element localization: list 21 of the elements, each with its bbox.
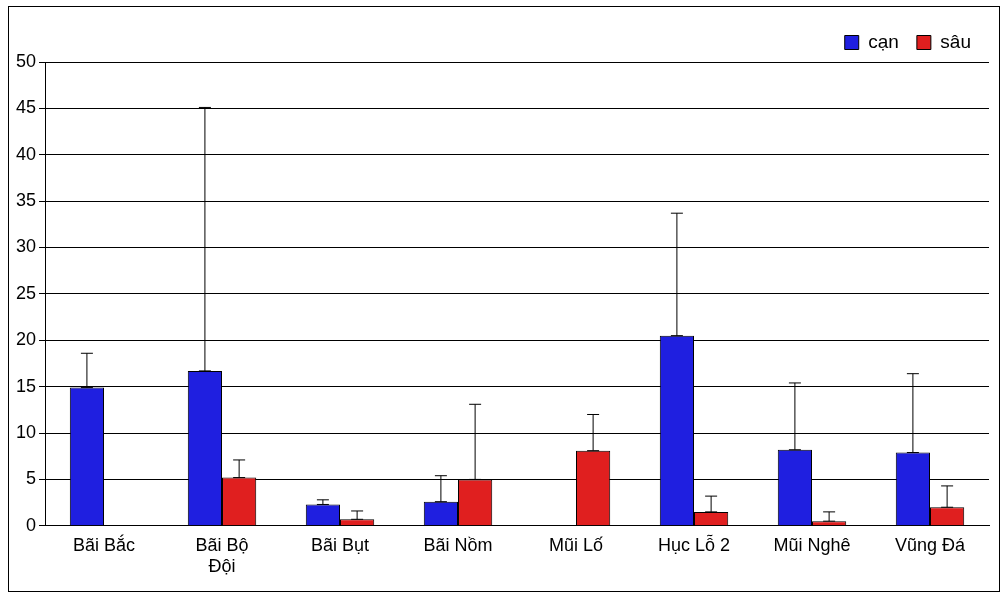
y-tick-label: 35 xyxy=(15,190,37,211)
legend-label: cạn xyxy=(868,30,899,52)
x-tick-label: Bãi Nồm xyxy=(423,534,493,555)
y-tick-label: 40 xyxy=(15,143,37,164)
x-tick-label: Mũi Nghê xyxy=(773,534,851,555)
y-tick-label: 0 xyxy=(26,514,37,535)
y-tick-label: 30 xyxy=(15,236,37,257)
legend-label: sâu xyxy=(940,30,972,52)
y-tick-label: 10 xyxy=(15,422,37,443)
x-tick-label: Mũi Lố xyxy=(548,534,604,555)
y-tick-label: 5 xyxy=(26,468,37,489)
y-tick-label: 25 xyxy=(15,282,37,303)
x-tick-label: Vũng Đá xyxy=(894,534,967,555)
y-tick-label: 15 xyxy=(15,375,37,396)
y-tick-label: 45 xyxy=(15,97,37,118)
x-tick-label: Bãi Bụt xyxy=(310,534,370,555)
x-tick-label: Bãi Bộ Đội xyxy=(195,534,249,577)
x-tick-label: Hục Lỗ 2 xyxy=(657,533,731,555)
x-tick-label: Bãi Bắc xyxy=(73,533,136,555)
y-tick-label: 20 xyxy=(15,329,37,350)
y-tick-label: 50 xyxy=(15,50,37,71)
